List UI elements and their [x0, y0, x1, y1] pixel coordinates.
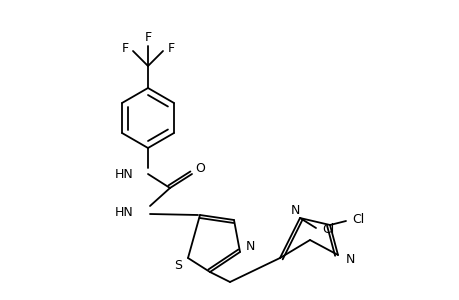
- Text: HN: HN: [115, 167, 134, 181]
- Text: N: N: [345, 254, 354, 266]
- Text: Cl: Cl: [351, 214, 364, 226]
- Text: S: S: [174, 260, 182, 272]
- Text: Cl: Cl: [321, 224, 333, 236]
- Text: O: O: [195, 163, 205, 176]
- Text: HN: HN: [115, 206, 134, 220]
- Text: F: F: [144, 31, 151, 44]
- Text: N: N: [245, 241, 254, 254]
- Text: F: F: [167, 41, 174, 55]
- Text: N: N: [290, 203, 299, 217]
- Text: F: F: [121, 41, 128, 55]
